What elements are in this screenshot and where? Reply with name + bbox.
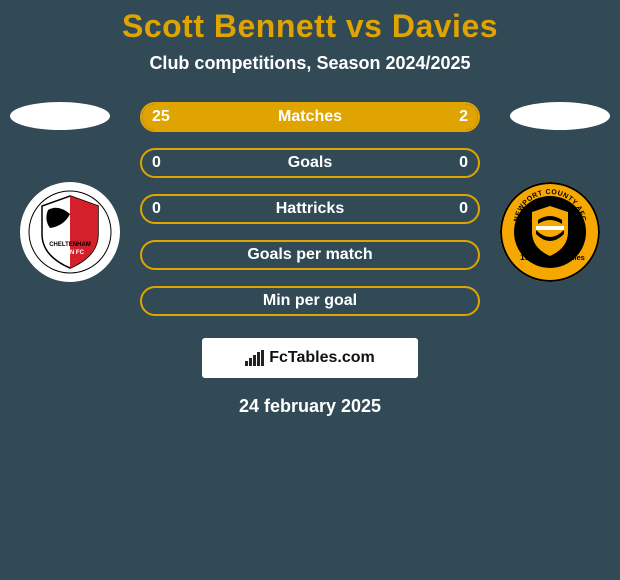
stat-label: Goals — [142, 154, 478, 172]
newport-crest-icon: 1912 exiles NEWPORT COUNTY AFC — [500, 182, 600, 282]
stat-row: 00Goals — [140, 148, 480, 178]
svg-text:exiles: exiles — [564, 253, 585, 262]
comparison-infographic: Scott Bennett vs Davies Club competition… — [0, 0, 620, 580]
stat-row: 00Hattricks — [140, 194, 480, 224]
subtitle: Club competitions, Season 2024/2025 — [0, 53, 620, 74]
cheltenham-crest-icon: CHELTENHAM TOWN FC — [28, 190, 112, 274]
svg-text:1912: 1912 — [520, 252, 539, 262]
bar-chart-icon — [245, 350, 265, 366]
svg-text:CHELTENHAM: CHELTENHAM — [49, 242, 91, 248]
stat-label: Min per goal — [142, 292, 478, 310]
stat-label: Hattricks — [142, 200, 478, 218]
crest-circle: 1912 exiles NEWPORT COUNTY AFC — [500, 182, 600, 282]
svg-text:TOWN FC: TOWN FC — [56, 250, 85, 256]
date-text: 24 february 2025 — [0, 396, 620, 417]
content-area: CHELTENHAM TOWN FC 1912 — [0, 102, 620, 417]
brand-box: FcTables.com — [202, 338, 418, 378]
crest-circle: CHELTENHAM TOWN FC — [20, 182, 120, 282]
stat-label: Goals per match — [142, 246, 478, 264]
team-crest-right: 1912 exiles NEWPORT COUNTY AFC — [500, 182, 600, 282]
stat-row: Goals per match — [140, 240, 480, 270]
page-title: Scott Bennett vs Davies — [0, 8, 620, 45]
stat-bars: 252Matches 00Goals 00Hattricks Goals per ma… — [140, 102, 480, 316]
stat-row: Min per goal — [140, 286, 480, 316]
stat-row: 252Matches — [140, 102, 480, 132]
player-ellipse-left — [10, 102, 110, 130]
player-ellipse-right — [510, 102, 610, 130]
brand-text: FcTables.com — [269, 349, 375, 367]
stat-label: Matches — [142, 108, 478, 126]
team-crest-left: CHELTENHAM TOWN FC — [20, 182, 120, 282]
